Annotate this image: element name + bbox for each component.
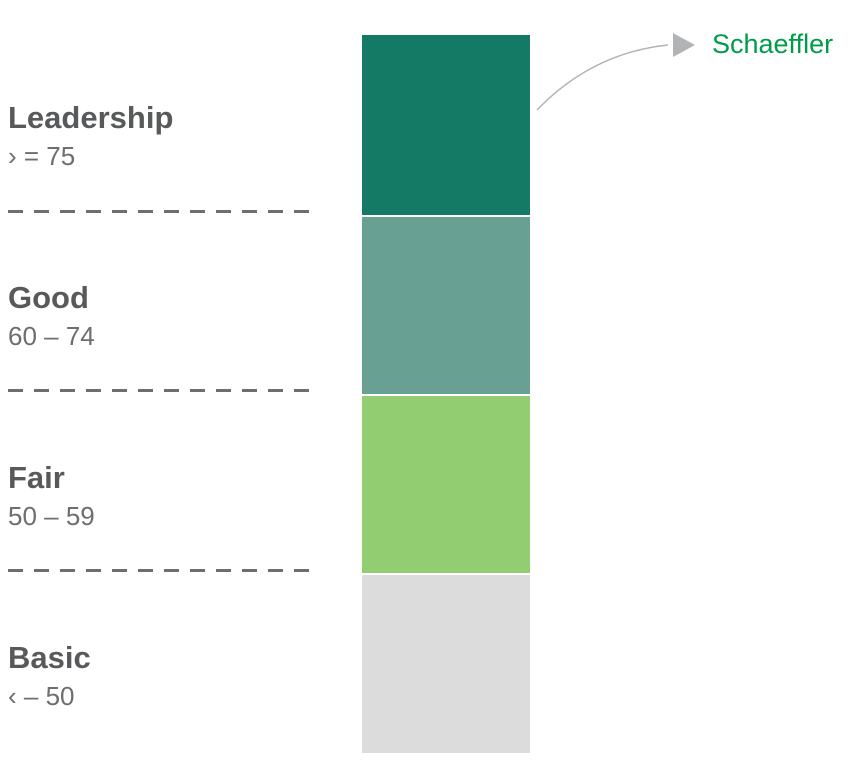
dashed-separator-3	[8, 569, 318, 572]
band-range-good: 60 – 74	[8, 321, 95, 352]
dashed-separator-2	[8, 389, 318, 392]
band-title-basic: Basic	[8, 640, 91, 675]
dashed-separator-1	[8, 210, 318, 213]
band-label-leadership: Leadership › = 75	[8, 100, 174, 172]
band-label-basic: Basic ‹ – 50	[8, 640, 91, 712]
band-title-leadership: Leadership	[8, 100, 174, 135]
bar-segment-fair	[362, 396, 530, 573]
bar-segment-leadership	[362, 35, 530, 215]
band-label-good: Good 60 – 74	[8, 280, 95, 352]
arrow-head-icon	[673, 33, 695, 57]
annotation-arrow-icon	[536, 33, 695, 111]
band-range-fair: 50 – 59	[8, 501, 95, 532]
band-title-good: Good	[8, 280, 89, 315]
bar-segment-good	[362, 217, 530, 394]
band-title-fair: Fair	[8, 460, 65, 495]
annotation-label: Schaeffler	[712, 29, 834, 59]
arrow-curve	[536, 44, 669, 111]
band-label-fair: Fair 50 – 59	[8, 460, 95, 532]
band-range-basic: ‹ – 50	[8, 681, 75, 712]
bar-segment-basic	[362, 575, 530, 753]
score-bar	[362, 35, 530, 753]
band-range-leadership: › = 75	[8, 141, 76, 172]
